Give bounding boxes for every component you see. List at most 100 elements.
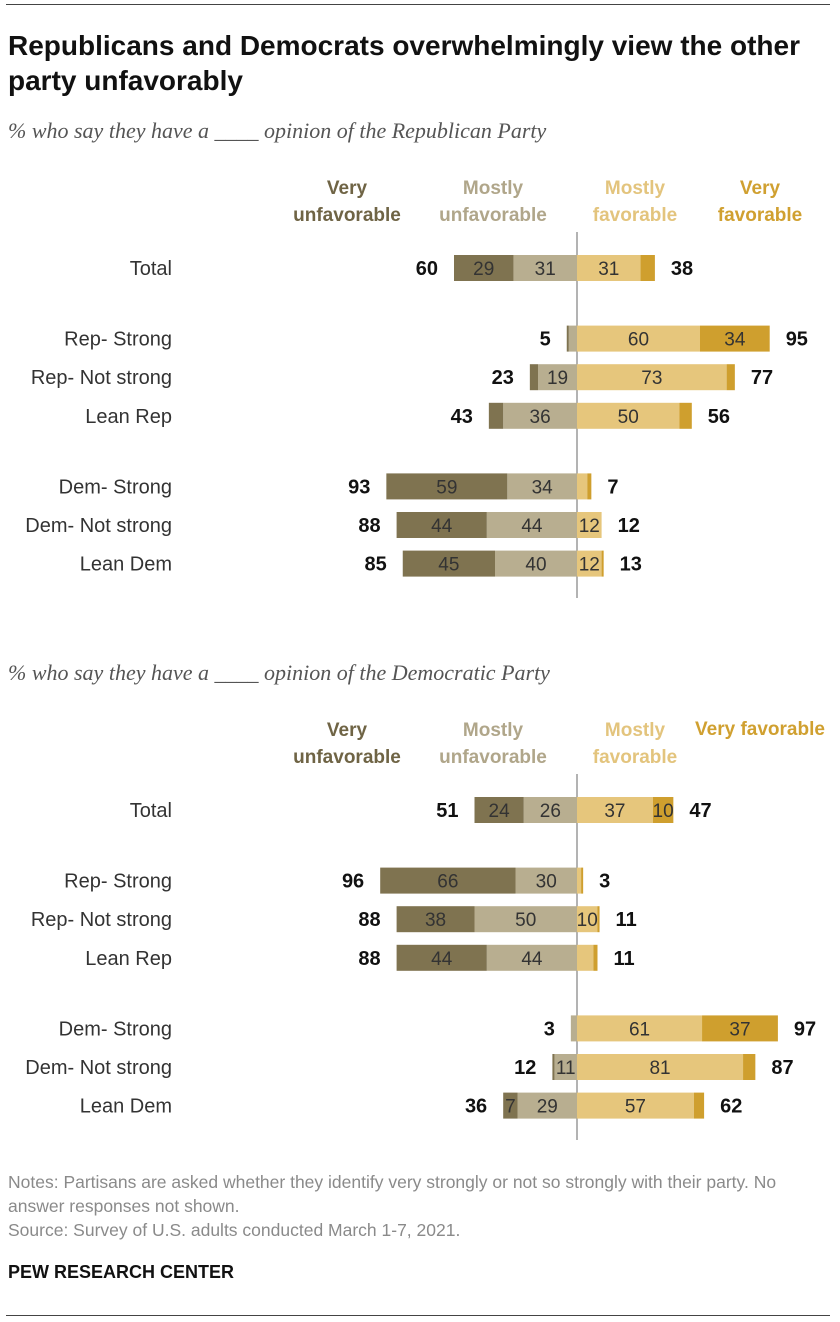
net-unfavorable-label: 5 [540, 329, 551, 351]
legend-very-unfavorable-label: unfavorable [293, 747, 401, 768]
bar-value-label: 66 [437, 872, 458, 893]
bar-value-label: 50 [515, 910, 536, 931]
row-label: Total [130, 800, 172, 822]
row-label: Total [130, 258, 172, 280]
bar-very-unfavorable [488, 402, 504, 429]
pew-brand-label: PEW RESEARCH CENTER [8, 1262, 235, 1282]
bar-very-favorable [652, 797, 674, 823]
bar-mostly-favorable [577, 325, 700, 352]
bar-mostly-unfavorable [507, 473, 577, 500]
net-favorable-label: 12 [618, 515, 640, 537]
bar-very-unfavorable [454, 255, 514, 281]
net-favorable-label: 62 [720, 1096, 742, 1118]
bar-very-favorable [700, 325, 770, 352]
bar-very-unfavorable [396, 944, 487, 971]
bar-value-label: 7 [505, 1097, 516, 1118]
republican-party-opinion-chart: Very unfavorable Mostly unfavorable Mostly fa… [25, 178, 808, 598]
bar-very-unfavorable [402, 550, 495, 577]
bar-very-unfavorable [380, 867, 516, 894]
row-label: Dem- Not strong [25, 515, 172, 537]
legend-mostly-unfavorable-label: unfavorable [439, 747, 547, 768]
bar-value-label: 44 [521, 949, 543, 970]
net-favorable-label: 95 [786, 329, 808, 351]
bar-value-label: 37 [604, 801, 625, 822]
bar-very-favorable [581, 867, 584, 894]
bar-value-label: 29 [537, 1097, 558, 1118]
net-unfavorable-label: 12 [514, 1057, 536, 1079]
bar-value-label: 50 [618, 407, 639, 428]
notes-block: Notes: Partisans are asked whether they … [8, 1170, 828, 1242]
net-favorable-label: 3 [599, 871, 610, 893]
bar-mostly-unfavorable [523, 797, 577, 823]
net-unfavorable-label: 88 [358, 948, 380, 970]
bar-value-label: 30 [536, 872, 557, 893]
top-rule [6, 4, 830, 5]
bar-mostly-unfavorable [513, 255, 577, 281]
bar-very-unfavorable [386, 473, 508, 500]
chart-2-subtitle: % who say they have a ____ opinion of th… [8, 660, 550, 685]
chart-title: Republicans and Democrats overwhelmingly… [8, 30, 800, 96]
bar-mostly-favorable [577, 550, 602, 577]
bar-mostly-unfavorable [568, 325, 577, 352]
bar-value-label: 26 [540, 801, 561, 822]
bar-very-unfavorable [396, 906, 475, 933]
bar-value-label: 12 [579, 555, 600, 576]
row-label: Dem- Strong [59, 476, 172, 498]
bar-value-label: 45 [438, 555, 459, 576]
net-unfavorable-label: 60 [416, 258, 438, 280]
chart-1-subtitle: % who say they have a ____ opinion of th… [8, 118, 547, 143]
legend-mostly-favorable-label: Mostly [605, 720, 666, 741]
row-label: Rep- Not strong [31, 909, 172, 931]
legend-mostly-unfavorable-label: Mostly [463, 720, 524, 741]
bar-mostly-favorable [577, 906, 598, 933]
net-unfavorable-label: 51 [436, 800, 458, 822]
net-favorable-label: 7 [607, 476, 618, 498]
bar-value-label: 37 [729, 1019, 750, 1040]
bar-value-label: 73 [641, 368, 662, 389]
bar-value-label: 44 [431, 516, 453, 537]
bar-very-favorable [640, 255, 655, 281]
bar-very-unfavorable [474, 797, 524, 823]
bar-value-label: 59 [436, 477, 457, 498]
net-unfavorable-label: 88 [358, 909, 380, 931]
bar-very-unfavorable [503, 1092, 518, 1119]
row-label: Lean Rep [85, 406, 172, 428]
net-favorable-label: 11 [614, 948, 635, 970]
row-label: Lean Dem [80, 1096, 172, 1118]
bar-value-label: 29 [473, 259, 494, 280]
bar-very-favorable [601, 550, 604, 577]
net-favorable-label: 13 [620, 554, 642, 576]
bar-very-favorable [587, 473, 592, 500]
legend-mostly-unfavorable-label: unfavorable [439, 205, 547, 226]
row-label: Dem- Not strong [25, 1057, 172, 1079]
bar-value-label: 31 [535, 259, 556, 280]
legend-mostly-unfavorable-label: Mostly [463, 178, 524, 199]
row-label: Dem- Strong [59, 1018, 172, 1040]
row-label: Rep- Strong [64, 329, 172, 351]
bar-mostly-favorable [577, 944, 594, 971]
net-favorable-label: 38 [671, 258, 693, 280]
bar-mostly-favorable [577, 1092, 694, 1119]
bar-very-unfavorable [566, 325, 569, 352]
bar-value-label: 61 [629, 1019, 650, 1040]
bar-mostly-favorable [577, 1015, 703, 1042]
bar-mostly-unfavorable [515, 867, 577, 894]
democratic-party-opinion-chart: Very unfavorable Mostly unfavorable Mostly fa… [25, 719, 825, 1140]
bar-value-label: 57 [625, 1097, 646, 1118]
bar-mostly-unfavorable [538, 364, 577, 391]
bar-mostly-unfavorable [554, 1054, 577, 1080]
bar-value-label: 34 [724, 330, 746, 351]
bar-value-label: 19 [547, 368, 568, 389]
bar-value-label: 10 [653, 801, 674, 822]
bar-mostly-favorable [577, 473, 588, 500]
row-label: Lean Rep [85, 948, 172, 970]
bar-very-favorable [593, 944, 598, 971]
bar-very-favorable [693, 1092, 705, 1119]
bar-mostly-unfavorable [495, 550, 577, 577]
row-label: Lean Dem [80, 554, 172, 576]
bar-mostly-unfavorable [517, 1092, 577, 1119]
bar-value-label: 34 [532, 477, 554, 498]
legend-mostly-favorable-label: Mostly [605, 178, 666, 199]
bar-value-label: 38 [425, 910, 446, 931]
net-unfavorable-label: 85 [365, 554, 387, 576]
